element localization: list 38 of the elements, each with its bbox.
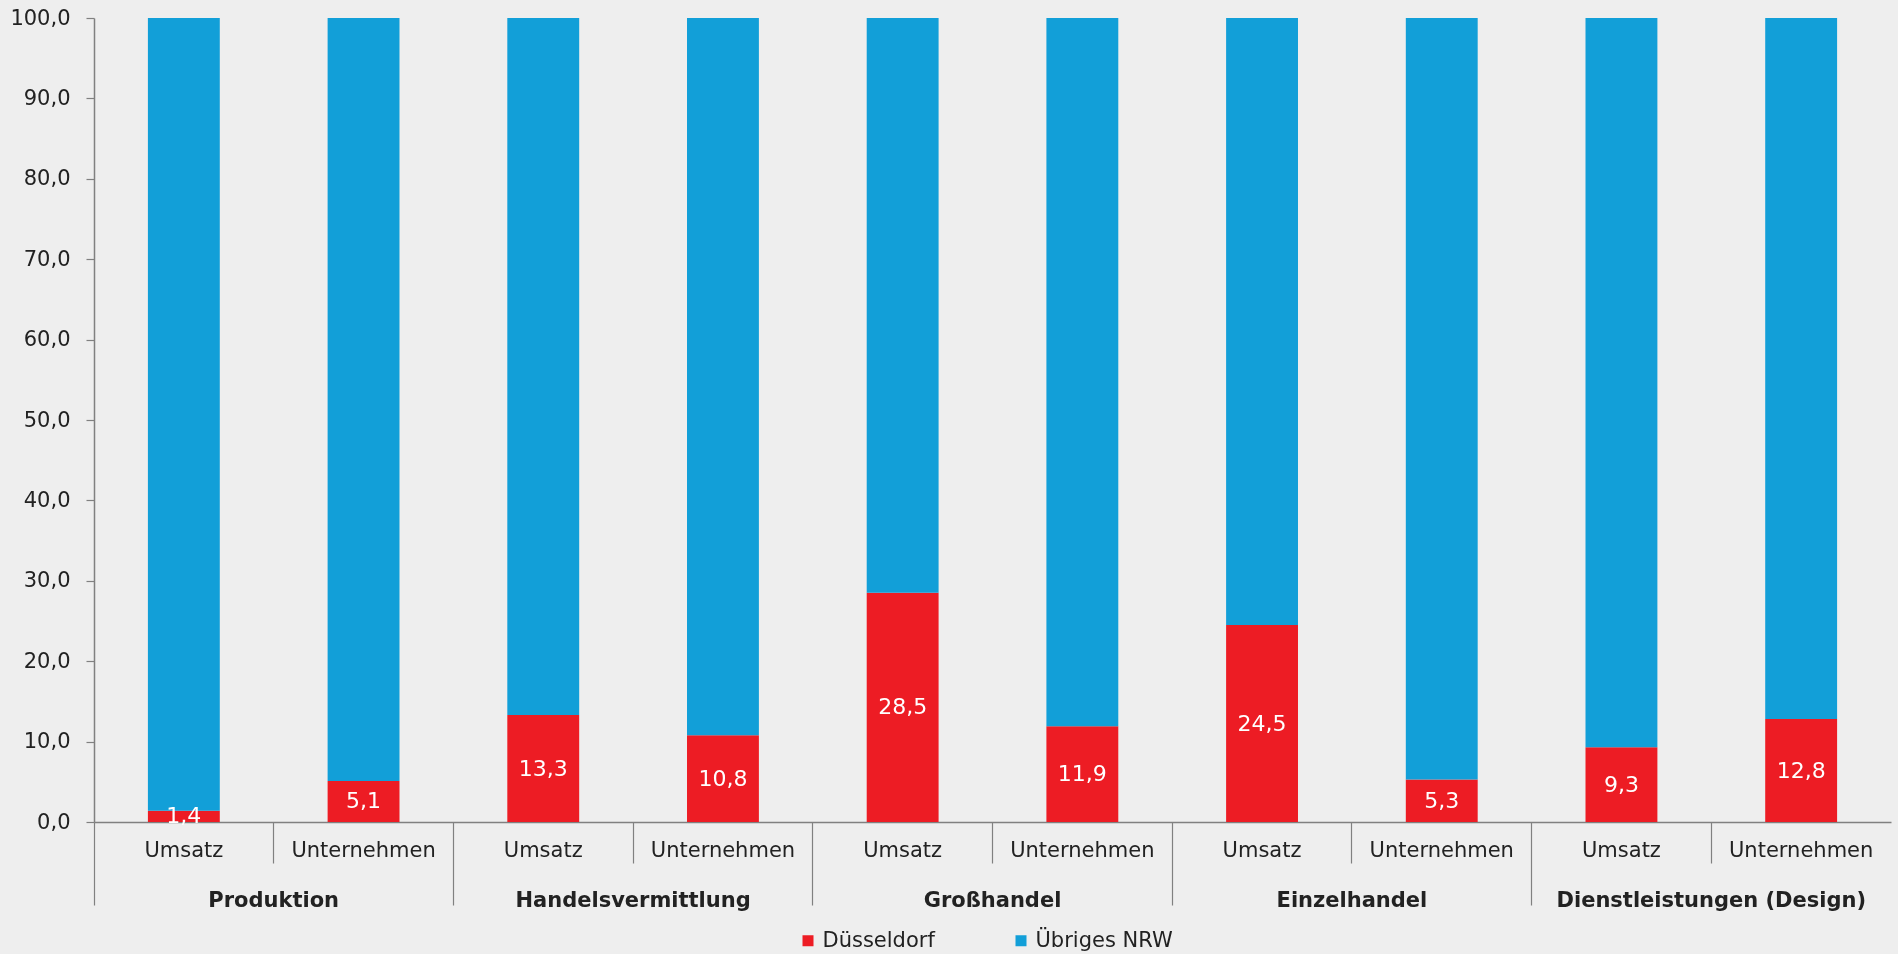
y-tick-label: 20,0 bbox=[23, 648, 71, 673]
x-tick-label: Umsatz bbox=[863, 837, 943, 862]
text: Einzelhandel bbox=[1276, 888, 1428, 912]
x-tick-label: Umsatz bbox=[1222, 837, 1302, 862]
legend-label: Düsseldorf bbox=[822, 927, 936, 952]
text: Großhandel bbox=[923, 888, 1062, 912]
data-label: 12,8 bbox=[1776, 757, 1826, 783]
text: Handelsvermittlung bbox=[515, 888, 751, 912]
y-tick-label: 30,0 bbox=[23, 568, 71, 593]
x-tick-label: Unternehmen bbox=[1369, 837, 1514, 862]
x-tick-label: Unternehmen bbox=[291, 837, 436, 862]
data-label: 24,5 bbox=[1237, 710, 1287, 736]
data-label: 11,9 bbox=[1057, 761, 1107, 787]
data-label: 28,5 bbox=[878, 694, 928, 720]
text: Produktion bbox=[208, 888, 340, 912]
text: Dienstleistungen (Design) bbox=[1556, 888, 1867, 912]
data-label: 5,3 bbox=[1424, 787, 1460, 813]
y-tick-label: 70,0 bbox=[23, 246, 71, 271]
x-tick-label: Umsatz bbox=[503, 837, 583, 862]
y-tick-label: 100,0 bbox=[10, 5, 71, 30]
x-tick-label: Unternehmen bbox=[1010, 837, 1155, 862]
data-label: 9,3 bbox=[1603, 771, 1639, 797]
x-tick-label: Umsatz bbox=[1582, 837, 1661, 862]
x-tick-label: Umsatz bbox=[144, 837, 224, 862]
y-tick-label: 40,0 bbox=[23, 487, 71, 512]
data-label: 1,4 bbox=[166, 803, 202, 829]
y-tick-label: 90,0 bbox=[23, 85, 71, 110]
data-label: 5,1 bbox=[346, 788, 382, 814]
y-tick-label: 60,0 bbox=[23, 327, 71, 352]
y-tick-label: 80,0 bbox=[23, 166, 71, 191]
y-tick-label: 10,0 bbox=[23, 729, 71, 754]
x-tick-label: Unternehmen bbox=[650, 837, 796, 862]
data-label: 10,8 bbox=[698, 765, 748, 791]
y-tick-label: 0,0 bbox=[37, 809, 71, 834]
x-tick-label: Unternehmen bbox=[1728, 837, 1874, 862]
data-label: 13,3 bbox=[518, 755, 568, 781]
legend-label: Übriges NRW bbox=[1035, 926, 1173, 952]
y-tick-label: 50,0 bbox=[23, 407, 71, 432]
